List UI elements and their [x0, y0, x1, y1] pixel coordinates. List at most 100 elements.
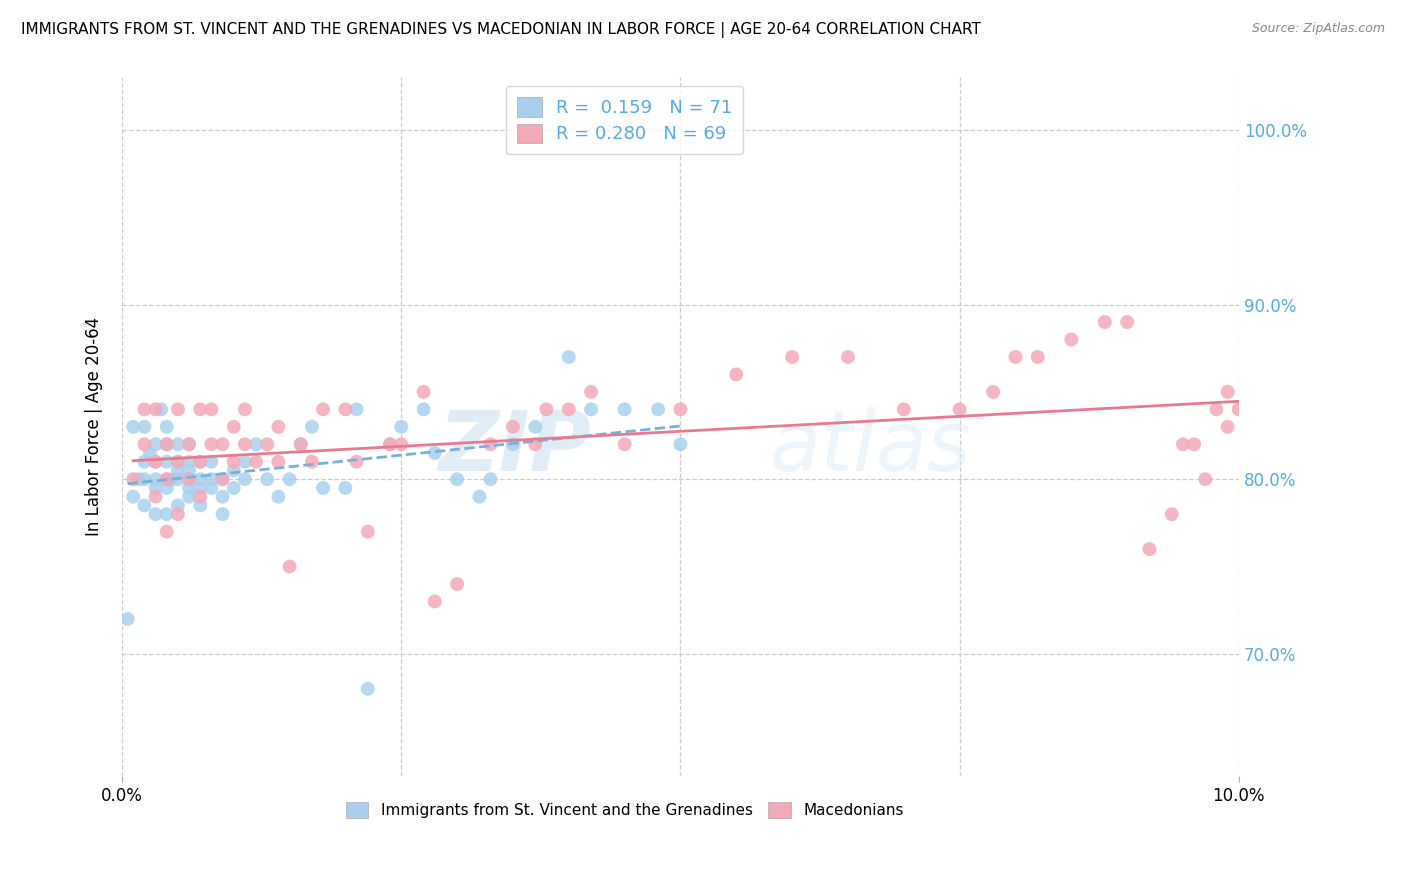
Point: [1182, 437, 1205, 451]
Point: [200, 402, 222, 417]
Point: [211, 507, 233, 521]
Point: [780, 350, 803, 364]
Point: [267, 419, 290, 434]
Point: [188, 499, 211, 513]
Point: [167, 472, 190, 486]
Point: [278, 472, 301, 486]
Point: [200, 437, 222, 451]
Point: [177, 437, 200, 451]
Point: [579, 384, 602, 399]
Point: [156, 507, 179, 521]
Point: [177, 463, 200, 477]
Point: [502, 419, 524, 434]
Point: [647, 402, 669, 417]
Point: [1160, 507, 1182, 521]
Point: [378, 437, 401, 451]
Point: [893, 402, 915, 417]
Point: [156, 481, 179, 495]
Point: [188, 490, 211, 504]
Point: [167, 437, 190, 451]
Point: [446, 577, 468, 591]
Point: [335, 402, 357, 417]
Point: [156, 472, 179, 486]
Point: [134, 455, 156, 469]
Point: [188, 455, 211, 469]
Point: [134, 419, 156, 434]
Point: [134, 499, 156, 513]
Point: [479, 472, 502, 486]
Point: [233, 455, 256, 469]
Point: [167, 402, 190, 417]
Point: [613, 437, 636, 451]
Point: [536, 402, 558, 417]
Point: [837, 350, 859, 364]
Point: [389, 419, 412, 434]
Point: [301, 419, 323, 434]
Point: [117, 612, 139, 626]
Point: [1194, 472, 1216, 486]
Point: [211, 437, 233, 451]
Point: [156, 472, 179, 486]
Point: [378, 437, 401, 451]
Point: [357, 681, 380, 696]
Point: [156, 419, 179, 434]
Point: [222, 481, 245, 495]
Point: [1116, 315, 1139, 329]
Point: [502, 437, 524, 451]
Point: [412, 402, 434, 417]
Point: [1216, 384, 1239, 399]
Point: [524, 437, 547, 451]
Point: [139, 446, 162, 460]
Point: [301, 455, 323, 469]
Point: [150, 402, 173, 417]
Point: [167, 463, 190, 477]
Point: [134, 472, 156, 486]
Point: [558, 350, 581, 364]
Point: [245, 455, 267, 469]
Point: [278, 559, 301, 574]
Point: [188, 472, 211, 486]
Point: [479, 437, 502, 451]
Point: [200, 455, 222, 469]
Point: [122, 490, 145, 504]
Point: [200, 481, 222, 495]
Point: [346, 402, 368, 417]
Point: [122, 472, 145, 486]
Point: [725, 368, 748, 382]
Point: [389, 437, 412, 451]
Point: [1026, 350, 1049, 364]
Point: [122, 419, 145, 434]
Point: [312, 481, 335, 495]
Point: [669, 437, 692, 451]
Text: Source: ZipAtlas.com: Source: ZipAtlas.com: [1251, 22, 1385, 36]
Point: [177, 437, 200, 451]
Point: [145, 472, 167, 486]
Point: [1060, 333, 1083, 347]
Point: [423, 594, 446, 608]
Point: [1094, 315, 1116, 329]
Point: [145, 507, 167, 521]
Point: [156, 437, 179, 451]
Point: [256, 472, 278, 486]
Point: [145, 437, 167, 451]
Point: [156, 455, 179, 469]
Legend: Immigrants from St. Vincent and the Grenadines, Macedonians: Immigrants from St. Vincent and the Gren…: [339, 797, 910, 824]
Point: [245, 437, 267, 451]
Point: [167, 455, 190, 469]
Point: [357, 524, 380, 539]
Point: [177, 472, 200, 486]
Point: [177, 481, 200, 495]
Y-axis label: In Labor Force | Age 20-64: In Labor Force | Age 20-64: [86, 318, 103, 536]
Point: [188, 402, 211, 417]
Text: IMMIGRANTS FROM ST. VINCENT AND THE GRENADINES VS MACEDONIAN IN LABOR FORCE | AG: IMMIGRANTS FROM ST. VINCENT AND THE GREN…: [21, 22, 981, 38]
Text: ZIP: ZIP: [439, 408, 591, 488]
Point: [177, 472, 200, 486]
Point: [468, 490, 491, 504]
Point: [177, 490, 200, 504]
Point: [446, 472, 468, 486]
Point: [188, 455, 211, 469]
Point: [267, 490, 290, 504]
Point: [167, 499, 190, 513]
Point: [267, 455, 290, 469]
Point: [613, 402, 636, 417]
